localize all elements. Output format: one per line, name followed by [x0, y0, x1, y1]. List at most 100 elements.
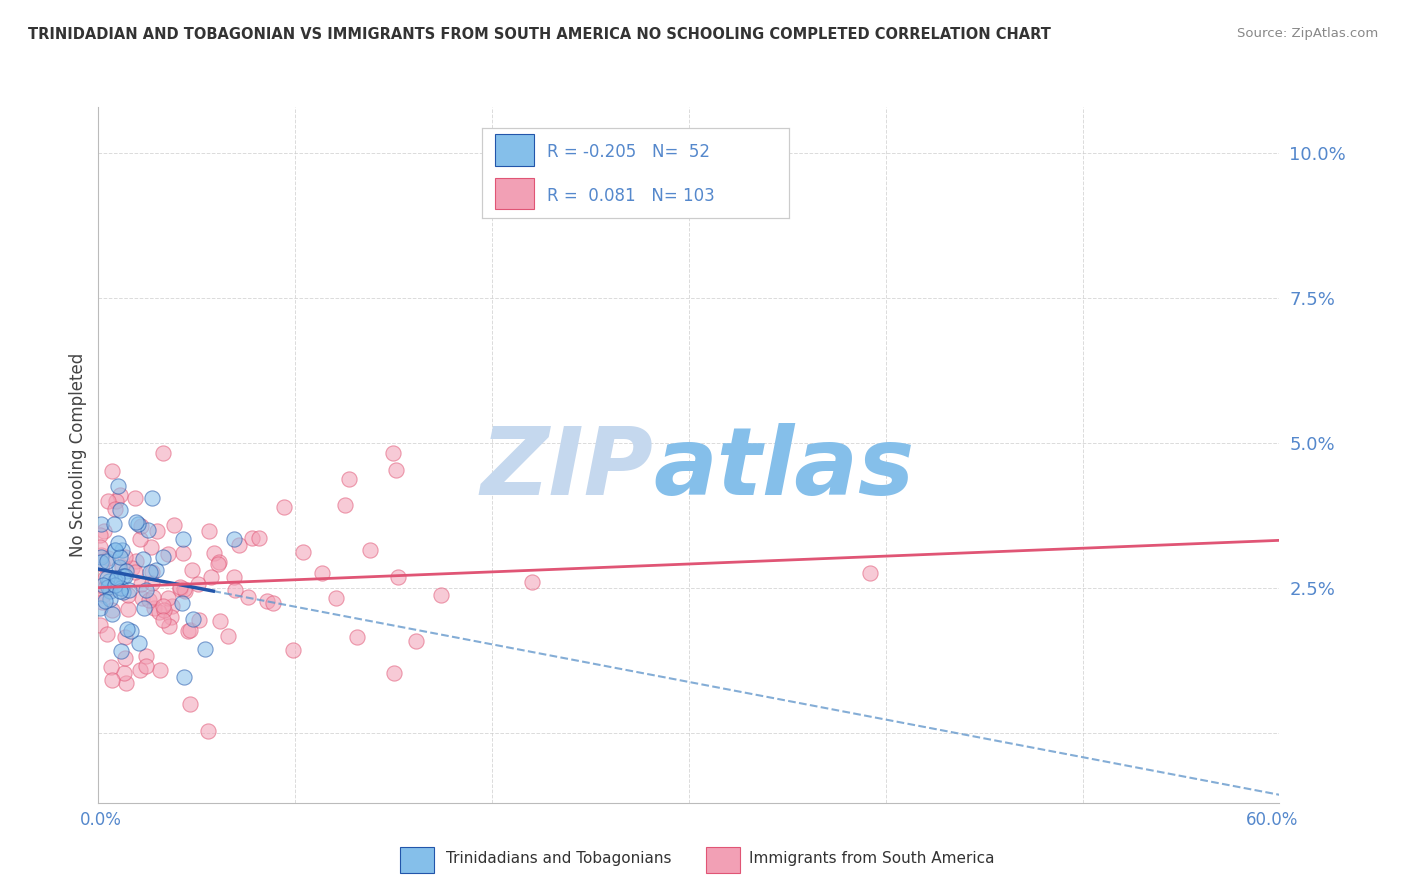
Point — [108, 560, 131, 574]
Point — [100, 583, 122, 598]
Point — [117, 582, 139, 597]
Point — [115, 676, 138, 690]
Point — [145, 563, 167, 577]
Point — [169, 580, 191, 594]
Point — [110, 644, 132, 658]
Point — [91, 557, 114, 571]
Point — [153, 603, 176, 617]
Point — [236, 590, 259, 604]
Point — [115, 622, 138, 636]
Point — [104, 502, 127, 516]
Point — [141, 565, 163, 579]
Point — [129, 518, 152, 533]
Point — [382, 446, 405, 460]
Point — [217, 629, 239, 643]
Point — [198, 524, 221, 538]
Point — [135, 582, 157, 597]
Point — [142, 601, 165, 615]
Point — [120, 624, 142, 638]
Point — [224, 570, 246, 584]
Point — [346, 630, 368, 644]
Point — [131, 591, 153, 606]
Point — [187, 577, 209, 591]
Point — [128, 636, 150, 650]
Point — [117, 587, 139, 601]
Text: Immigrants from South America: Immigrants from South America — [749, 851, 995, 866]
Point — [135, 659, 157, 673]
Text: 60.0%: 60.0% — [1246, 811, 1299, 829]
Point — [101, 603, 124, 617]
Point — [104, 578, 127, 592]
Point — [124, 491, 146, 506]
Point — [194, 642, 217, 657]
Point — [108, 502, 131, 516]
Point — [387, 569, 409, 583]
Point — [152, 613, 174, 627]
Point — [97, 551, 120, 566]
Point — [94, 571, 117, 585]
Point — [103, 517, 125, 532]
Point — [181, 612, 204, 626]
Point — [273, 500, 295, 514]
Point — [149, 663, 172, 677]
Point — [89, 540, 111, 554]
Point — [222, 532, 245, 546]
Point — [159, 619, 181, 633]
Point — [127, 516, 149, 531]
Point — [111, 585, 134, 599]
Point — [114, 550, 136, 565]
Point — [430, 588, 453, 602]
Point — [114, 564, 136, 578]
Point — [89, 528, 111, 542]
Point — [112, 568, 135, 582]
Point — [104, 542, 127, 557]
Point — [152, 446, 174, 460]
Point — [93, 578, 115, 592]
Point — [90, 548, 112, 562]
Point — [172, 595, 194, 609]
Point — [142, 590, 165, 604]
Point — [132, 552, 155, 566]
Point — [100, 673, 122, 687]
Text: TRINIDADIAN AND TOBAGONIAN VS IMMIGRANTS FROM SOUTH AMERICA NO SCHOOLING COMPLET: TRINIDADIAN AND TOBAGONIAN VS IMMIGRANTS… — [28, 27, 1052, 42]
Point — [96, 627, 118, 641]
Point — [208, 556, 231, 570]
Point — [103, 581, 125, 595]
Point — [172, 546, 194, 560]
Point — [188, 613, 211, 627]
Text: Trinidadians and Tobagonians: Trinidadians and Tobagonians — [446, 851, 672, 866]
Point — [129, 532, 152, 546]
Point — [224, 582, 246, 597]
Point — [152, 599, 174, 614]
Point — [91, 588, 114, 602]
Point — [262, 596, 284, 610]
FancyBboxPatch shape — [399, 847, 434, 872]
Point — [107, 479, 129, 493]
Point — [128, 664, 150, 678]
Point — [111, 542, 134, 557]
Point — [94, 582, 117, 596]
Point — [125, 554, 148, 568]
Point — [89, 601, 111, 615]
Point — [98, 574, 121, 588]
Point — [385, 463, 408, 477]
Point — [333, 498, 356, 512]
Point — [162, 599, 184, 613]
Point — [105, 494, 128, 508]
Point — [138, 592, 160, 607]
Text: 0.0%: 0.0% — [80, 811, 122, 829]
FancyBboxPatch shape — [706, 847, 740, 872]
Point — [152, 549, 174, 564]
Point — [176, 624, 198, 639]
Point — [207, 558, 229, 572]
Point — [96, 571, 118, 585]
Point — [522, 574, 544, 589]
Point — [110, 581, 132, 595]
Point — [160, 610, 183, 624]
Point — [179, 697, 201, 711]
Point — [141, 491, 163, 505]
Point — [114, 630, 136, 644]
Text: atlas: atlas — [654, 423, 915, 515]
Point — [89, 618, 111, 632]
Point — [179, 624, 201, 638]
